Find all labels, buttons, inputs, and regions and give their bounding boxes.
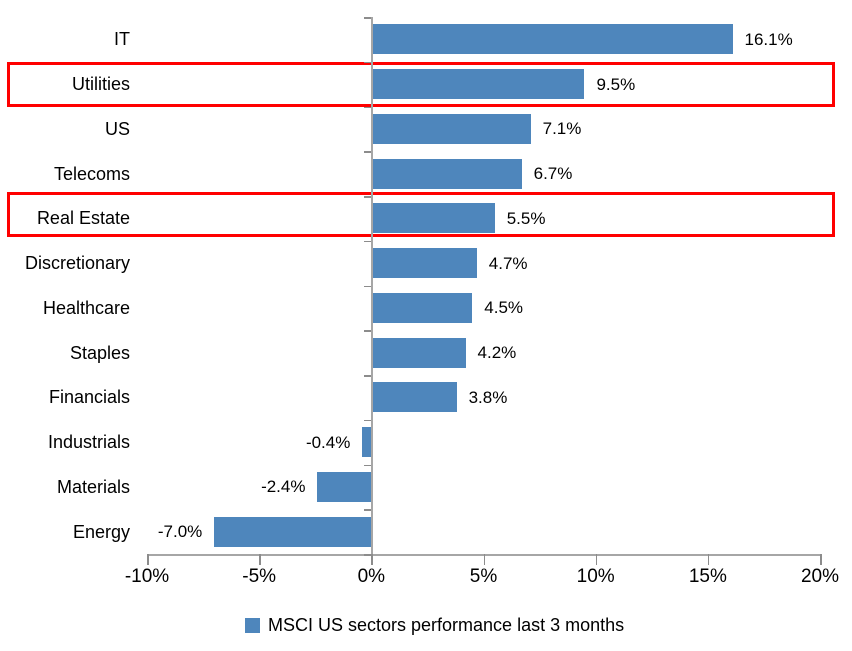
category-tick	[364, 196, 372, 198]
value-label: 9.5%	[596, 74, 636, 94]
category-tick	[364, 419, 372, 422]
category-tick	[364, 106, 372, 108]
bar	[371, 337, 466, 368]
bar	[371, 248, 477, 279]
value-label: 5.5%	[506, 208, 546, 228]
value-label: 6.7%	[533, 164, 573, 184]
value-label: 4.7%	[488, 253, 528, 273]
highlight-box	[7, 61, 835, 107]
x-tick	[371, 554, 373, 565]
bar	[371, 69, 585, 100]
category-tick	[364, 240, 372, 243]
value-label: 4.2%	[477, 343, 517, 363]
bar	[371, 158, 522, 189]
y-axis-line	[371, 17, 373, 554]
value-label: -0.4%	[305, 432, 351, 452]
legend-label: MSCI US sectors performance last 3 month…	[268, 615, 625, 635]
category-label: Telecoms	[53, 163, 130, 184]
value-label: 16.1%	[744, 29, 793, 49]
category-label: Financials	[48, 387, 130, 408]
legend: MSCI US sectors performance last 3 month…	[245, 614, 624, 636]
x-tick-label: 15%	[688, 566, 727, 587]
x-tick	[707, 554, 710, 565]
x-tick	[147, 554, 149, 565]
legend-swatch-icon	[245, 617, 260, 633]
category-label: Utilities	[71, 74, 130, 95]
highlight-box	[7, 192, 835, 237]
category-label: IT	[114, 29, 130, 50]
bar	[371, 382, 457, 413]
bar	[371, 203, 495, 234]
value-label: -7.0%	[157, 522, 203, 542]
category-tick	[364, 17, 372, 19]
x-tick	[483, 554, 485, 565]
bar	[214, 516, 372, 547]
x-tick	[820, 554, 822, 565]
value-label: 3.8%	[468, 387, 508, 407]
x-tick	[259, 554, 261, 565]
category-label: Healthcare	[42, 297, 130, 318]
category-tick	[364, 554, 372, 556]
x-tick-label: 0%	[357, 566, 386, 587]
category-label: Discretionary	[24, 253, 130, 274]
category-label: Industrials	[47, 432, 130, 453]
category-tick	[364, 151, 372, 153]
value-label: -2.4%	[261, 477, 306, 497]
value-label: 4.5%	[484, 298, 524, 318]
bar	[317, 471, 372, 502]
bar	[371, 292, 473, 323]
x-tick-label: -10%	[124, 566, 170, 587]
x-tick-label: -5%	[242, 566, 277, 587]
category-tick	[364, 330, 372, 332]
category-label: Energy	[72, 521, 130, 542]
value-label: 7.1%	[542, 119, 582, 139]
category-label: Materials	[56, 476, 130, 497]
category-tick	[364, 61, 372, 64]
category-label: US	[104, 118, 130, 139]
category-tick	[364, 464, 372, 466]
bar	[362, 427, 372, 458]
category-label: Staples	[69, 342, 130, 363]
bar	[371, 24, 733, 55]
bar	[371, 113, 531, 144]
category-tick	[364, 375, 372, 377]
category-label: Real Estate	[36, 208, 130, 229]
x-tick	[595, 554, 598, 565]
x-tick-label: 20%	[800, 566, 840, 587]
x-tick-label: 10%	[576, 566, 615, 587]
category-tick	[364, 509, 372, 511]
x-tick-label: 5%	[469, 566, 498, 587]
category-tick	[364, 285, 372, 287]
